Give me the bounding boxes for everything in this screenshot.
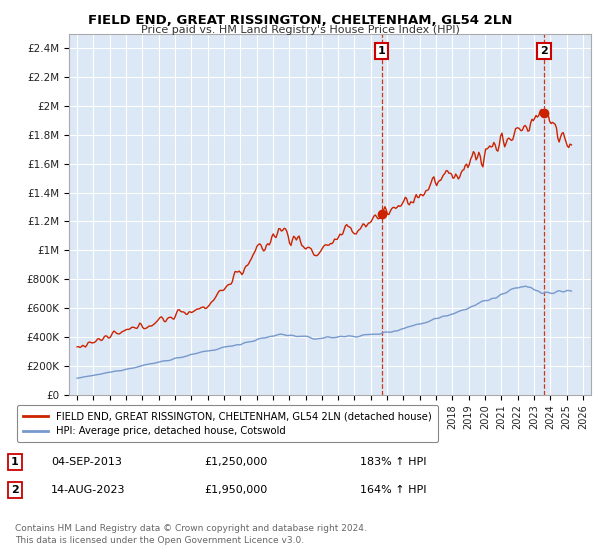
Legend: FIELD END, GREAT RISSINGTON, CHELTENHAM, GL54 2LN (detached house), HPI: Average: FIELD END, GREAT RISSINGTON, CHELTENHAM,… — [17, 405, 438, 442]
Text: 164% ↑ HPI: 164% ↑ HPI — [360, 485, 427, 495]
Text: Contains HM Land Registry data © Crown copyright and database right 2024.
This d: Contains HM Land Registry data © Crown c… — [15, 524, 367, 545]
Text: 14-AUG-2023: 14-AUG-2023 — [51, 485, 125, 495]
Text: 1: 1 — [11, 457, 19, 467]
Text: £1,250,000: £1,250,000 — [204, 457, 267, 467]
Text: Price paid vs. HM Land Registry's House Price Index (HPI): Price paid vs. HM Land Registry's House … — [140, 25, 460, 35]
Text: 04-SEP-2013: 04-SEP-2013 — [51, 457, 122, 467]
Text: £1,950,000: £1,950,000 — [204, 485, 267, 495]
Text: FIELD END, GREAT RISSINGTON, CHELTENHAM, GL54 2LN: FIELD END, GREAT RISSINGTON, CHELTENHAM,… — [88, 14, 512, 27]
Text: 2: 2 — [540, 46, 548, 56]
Text: 183% ↑ HPI: 183% ↑ HPI — [360, 457, 427, 467]
Text: 2: 2 — [11, 485, 19, 495]
Text: 1: 1 — [378, 46, 386, 56]
